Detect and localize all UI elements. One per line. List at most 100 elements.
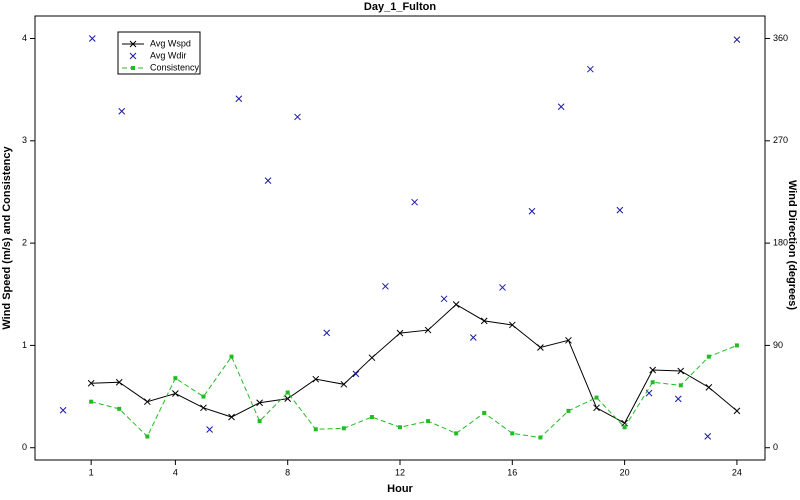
legend-marker: [131, 66, 135, 70]
marker: [557, 103, 565, 111]
marker: [733, 36, 741, 43]
marker: [528, 207, 536, 215]
y-tick-label: 2: [22, 237, 27, 247]
marker: [88, 35, 96, 42]
marker: [368, 354, 376, 362]
y2-tick-label: 270: [773, 135, 788, 145]
plot-frame: [34, 15, 766, 461]
legend-label: Avg Wspd: [150, 38, 191, 48]
marker: [256, 399, 263, 407]
marker: [369, 415, 374, 420]
marker: [340, 380, 348, 388]
marker: [508, 321, 516, 329]
y-tick-label: 3: [22, 135, 27, 145]
marker: [706, 354, 711, 359]
marker: [649, 366, 657, 374]
marker: [172, 390, 179, 397]
marker: [426, 419, 431, 424]
marker: [200, 404, 207, 412]
series-line: [91, 344, 738, 439]
marker: [678, 383, 683, 388]
marker: [587, 65, 594, 73]
marker: [89, 399, 94, 404]
x-tick-label: 16: [507, 467, 517, 477]
marker: [228, 413, 235, 421]
marker: [704, 433, 712, 440]
y-tick-label: 1: [22, 340, 27, 350]
marker: [257, 419, 262, 424]
marker: [499, 284, 506, 291]
marker: [173, 376, 178, 381]
marker: [424, 326, 432, 334]
marker: [594, 395, 599, 400]
x-tick-label: 12: [395, 467, 405, 477]
marker: [264, 177, 272, 184]
legend-marker: [129, 52, 137, 60]
marker: [510, 431, 515, 436]
y2-tick-label: 180: [773, 237, 788, 247]
marker: [115, 378, 123, 386]
marker: [411, 198, 418, 206]
marker: [650, 380, 655, 385]
series-line: [91, 303, 738, 424]
x-tick-label: 8: [285, 467, 290, 477]
marker: [312, 375, 320, 383]
marker: [143, 398, 151, 406]
x-tick-label: 4: [173, 467, 178, 477]
marker: [118, 107, 126, 115]
marker: [145, 434, 150, 439]
marker: [469, 334, 477, 341]
y-axis-label: Wind Speed (m/s) and Consistency: [1, 145, 13, 329]
legend-label: Consistency: [150, 62, 200, 72]
marker: [674, 395, 682, 403]
y-tick-label: 0: [22, 442, 27, 452]
marker: [398, 425, 402, 430]
marker: [733, 407, 741, 415]
marker: [622, 425, 627, 430]
y2-tick-label: 90: [773, 340, 783, 350]
legend-marker: [129, 40, 137, 48]
legend-label: Avg Wdir: [150, 50, 186, 60]
marker: [396, 329, 404, 337]
marker: [201, 394, 206, 399]
marker: [352, 370, 360, 378]
marker: [593, 404, 600, 412]
marker: [235, 95, 243, 103]
x-tick-label: 24: [732, 467, 742, 477]
marker: [229, 354, 234, 359]
marker: [284, 395, 292, 402]
marker: [454, 431, 459, 436]
x-tick-label: 20: [620, 467, 630, 477]
marker: [452, 301, 460, 308]
marker: [616, 206, 624, 214]
x-axis-label: Hour: [387, 483, 413, 495]
marker: [621, 419, 628, 427]
marker: [59, 406, 67, 414]
y2-tick-label: 0: [773, 442, 778, 452]
marker: [537, 344, 544, 351]
y2-tick-label: 360: [773, 33, 788, 43]
marker: [565, 336, 572, 344]
chart-title: Day_1_Fulton: [364, 1, 436, 13]
marker: [566, 408, 571, 413]
marker: [313, 427, 318, 432]
marker: [206, 426, 213, 433]
marker: [294, 113, 301, 121]
y-tick-label: 4: [22, 33, 27, 43]
marker: [480, 317, 488, 325]
marker: [285, 390, 290, 395]
marker: [538, 435, 543, 440]
marker: [341, 426, 346, 431]
marker: [117, 406, 122, 411]
marker: [734, 343, 739, 348]
marker: [705, 384, 713, 391]
marker: [382, 282, 389, 290]
marker: [323, 329, 331, 337]
marker: [87, 379, 95, 387]
marker: [677, 367, 685, 375]
marker: [482, 410, 487, 415]
x-tick-label: 1: [89, 467, 94, 477]
marker: [440, 295, 448, 303]
y2-axis-label: Wind Direction (degrees): [786, 180, 798, 310]
